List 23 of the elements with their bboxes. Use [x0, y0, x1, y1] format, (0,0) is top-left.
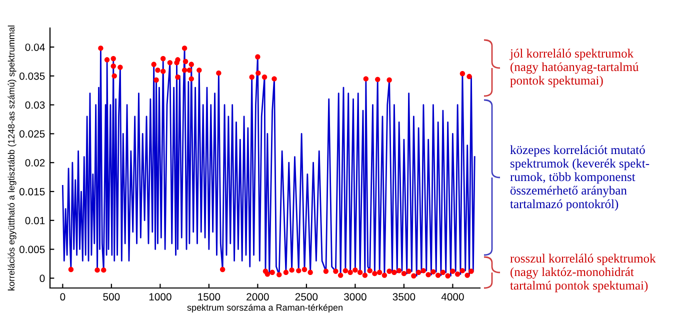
- text: jól korreláló spektrumok (nagy hatóanyag-tartalmú pontok spektumai): [510, 48, 639, 88]
- y-tick-label: 0.005: [19, 246, 45, 254]
- text: közepes korrelációt mutató spektrumok (keverék spekt- rumok, több komponenst összemérhető arányban tartalmazó pontokról): [510, 145, 650, 211]
- x-tick-label: 4000: [441, 293, 464, 301]
- y-tick-label: 0.03: [25, 101, 45, 109]
- text: rosszul korreláló spektrumok (nagy laktóz-monohidrát tartalmú pontok spektumai): [510, 254, 656, 292]
- y-tick-label: 0.015: [19, 188, 45, 196]
- y-tick-label: 0.04: [25, 44, 45, 51]
- y-tick-label: 0: [40, 274, 45, 282]
- x-tick-label: 2500: [295, 293, 318, 301]
- x-tick-label: 3000: [344, 293, 366, 301]
- y-tick-label: 0.02: [25, 159, 45, 166]
- x-tick-label: 3500: [392, 293, 416, 301]
- x-tick-label: 0: [60, 293, 66, 301]
- x-tick-label: 1500: [198, 293, 220, 301]
- y-tick-label: 0.035: [19, 72, 45, 80]
- x-tick-label: 2000: [246, 293, 269, 301]
- x-axis-title: spektrum sorszáma a Raman-térképen: [187, 304, 342, 312]
- y-axis-title: korrelációs együttható a legtisztább (1248-as számú) spektrummal: [8, 26, 16, 290]
- x-tick-label: 1000: [149, 293, 172, 301]
- x-tick-label: 500: [103, 293, 120, 301]
- y-tick-label: 0.025: [19, 130, 45, 138]
- y-tick-label: 0.01: [25, 216, 45, 224]
